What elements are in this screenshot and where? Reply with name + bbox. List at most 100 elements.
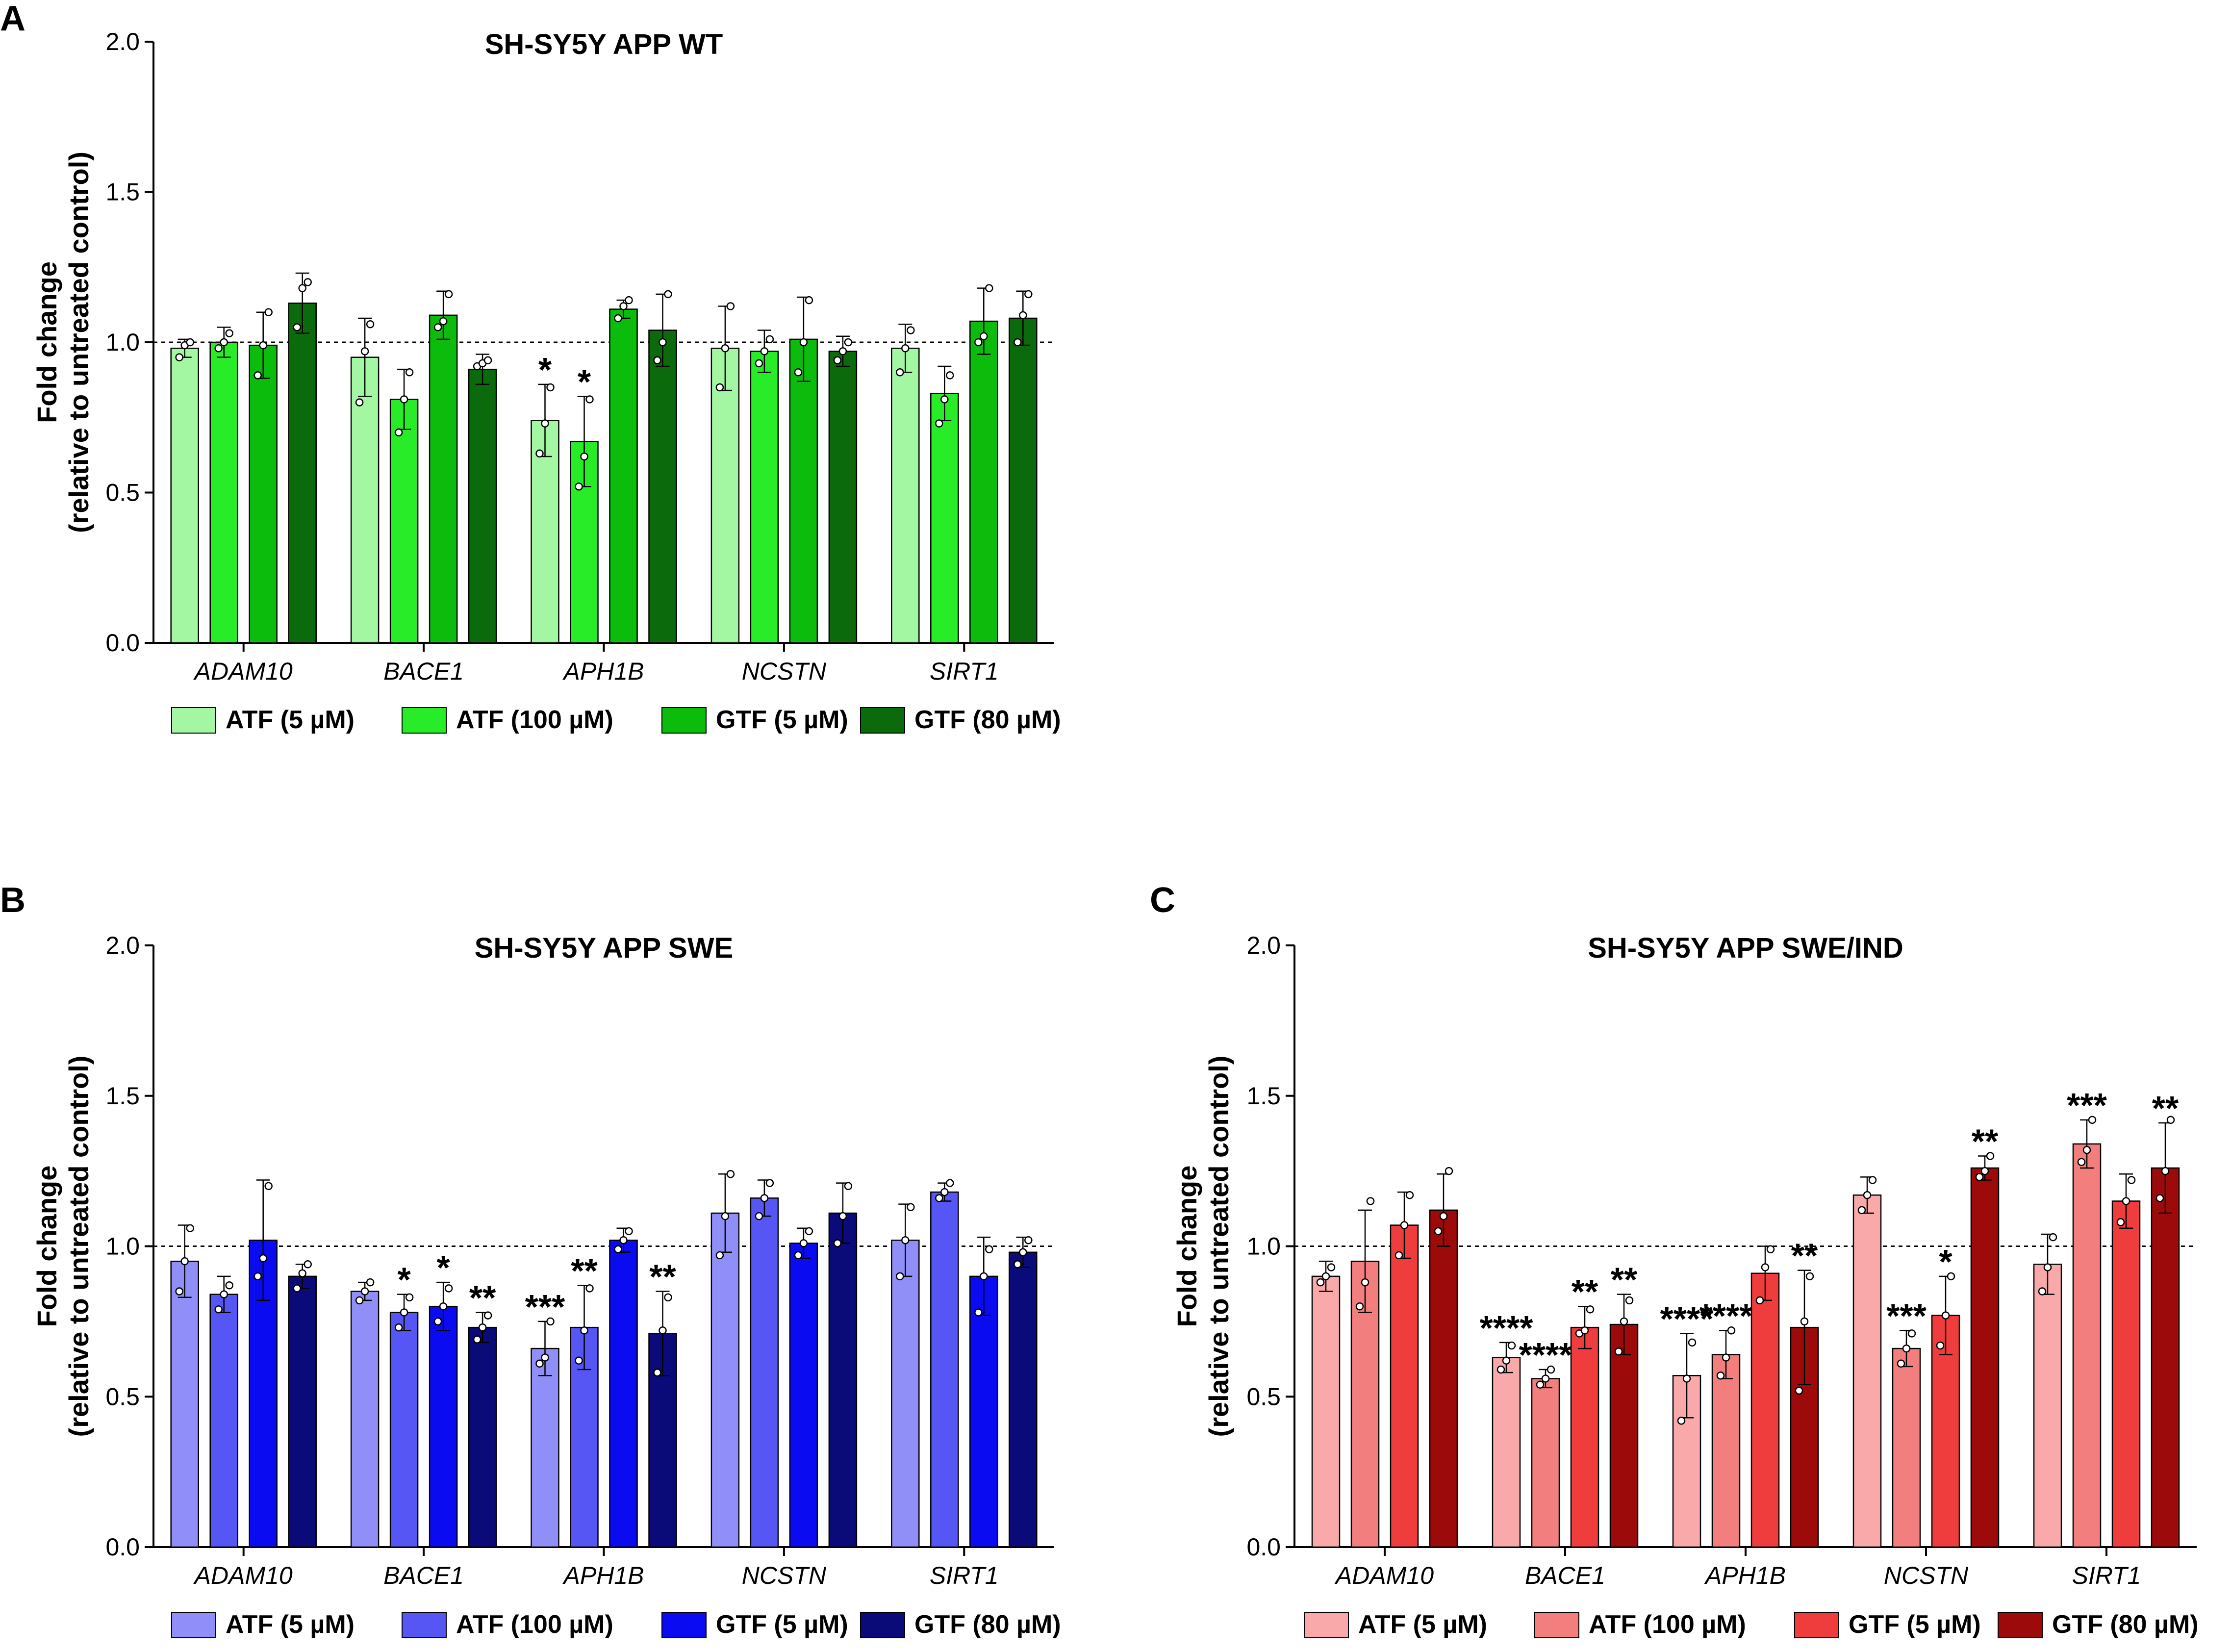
data-point: [254, 1272, 262, 1281]
bar: [1009, 1251, 1038, 1548]
data-point: [1907, 1329, 1916, 1338]
data-point: [1496, 1365, 1505, 1374]
data-point: [1394, 1251, 1403, 1260]
data-point: [1863, 1191, 1872, 1199]
data-point: [896, 1272, 904, 1281]
data-point: [225, 1281, 233, 1290]
significance-label: *: [436, 1248, 450, 1287]
legend-swatch: [171, 707, 216, 734]
panel-letter: A: [0, 0, 25, 38]
y-tick-label: 1.5: [105, 178, 140, 206]
bar: [531, 1347, 559, 1548]
data-point: [298, 1269, 306, 1277]
x-category-label: APH1B: [1704, 1562, 1786, 1589]
chart-title: SH-SY5Y APP WT: [485, 28, 723, 60]
data-point: [1755, 1296, 1764, 1305]
data-point: [838, 347, 847, 356]
bar: [350, 1291, 380, 1548]
data-point: [946, 1179, 954, 1187]
bar: [209, 1294, 238, 1548]
y-axis-label: Fold change: [31, 261, 62, 423]
bar: [389, 399, 419, 644]
bar: [1009, 317, 1038, 644]
data-point: [760, 347, 769, 356]
data-point: [293, 323, 301, 331]
data-point: [1941, 1311, 1950, 1320]
x-category-label: ADAM10: [1334, 1562, 1434, 1589]
data-point: [254, 371, 262, 380]
data-point: [394, 1323, 403, 1332]
data-point: [619, 1236, 628, 1245]
significance-label: **: [1791, 1237, 1818, 1275]
bar: [789, 1243, 818, 1548]
legend-swatch: [1998, 1612, 2043, 1638]
data-point: [844, 338, 853, 347]
data-point: [1620, 1317, 1628, 1326]
significance-label: **: [469, 1278, 496, 1317]
legend-label: GTF (5 µM): [1849, 1610, 1981, 1639]
data-point: [298, 284, 306, 292]
data-point: [2082, 1145, 2091, 1154]
legend-label: ATF (5 µM): [226, 1610, 355, 1639]
legend-label: ATF (100 µM): [1589, 1610, 1746, 1639]
data-point: [1727, 1326, 1736, 1335]
y-tick-label: 1.0: [105, 1233, 140, 1260]
bar: [350, 356, 380, 644]
bar: [1429, 1209, 1458, 1548]
data-point: [186, 1224, 194, 1232]
data-point: [940, 395, 949, 404]
data-point: [1975, 1173, 1984, 1181]
legend-swatch: [402, 1612, 447, 1638]
data-point: [1536, 1380, 1545, 1389]
data-point: [439, 1302, 448, 1311]
data-point: [400, 395, 408, 404]
data-point: [833, 1239, 842, 1247]
bar: [789, 338, 818, 644]
data-point: [366, 320, 375, 329]
bar: [2111, 1200, 2141, 1548]
chart-title: SH-SY5Y APP SWE: [475, 932, 734, 964]
data-point: [1400, 1221, 1409, 1229]
y-tick-label: 0.5: [105, 479, 140, 507]
data-point: [585, 1284, 594, 1293]
data-point: [483, 1311, 492, 1320]
x-category-label: NCSTN: [1884, 1562, 1969, 1589]
bar: [1390, 1224, 1419, 1548]
bar: [969, 1275, 998, 1548]
y-tick-label: 2.0: [105, 28, 140, 55]
legend-label: GTF (80 µM): [914, 1610, 1061, 1639]
data-point: [400, 1308, 408, 1317]
bar: [648, 330, 677, 644]
bar: [750, 351, 779, 644]
data-point: [214, 344, 223, 353]
significance-label: *: [578, 362, 591, 401]
bar: [750, 1197, 779, 1548]
bar: [570, 441, 599, 644]
x-category-label: SIRT1: [930, 658, 999, 685]
legend-label: GTF (5 µM): [716, 706, 848, 734]
data-point: [765, 335, 774, 344]
bar: [468, 1326, 497, 1548]
data-point: [580, 452, 588, 461]
data-point: [1434, 1227, 1443, 1236]
data-point: [541, 419, 549, 428]
data-point: [974, 338, 983, 347]
data-point: [664, 1293, 672, 1302]
significance-label: ****: [1480, 1309, 1534, 1347]
legend-swatch: [661, 1612, 707, 1638]
data-point: [1014, 338, 1022, 347]
legend-label: ATF (5 µM): [1358, 1610, 1487, 1639]
bar: [609, 1239, 638, 1548]
data-point: [985, 1245, 993, 1253]
chart-panel-a: A SH-SY5Y APP WT Fold change (relative to u…: [0, 0, 1061, 734]
y-tick-label: 0.0: [105, 629, 140, 657]
data-point: [901, 344, 910, 353]
data-point: [1800, 1317, 1809, 1326]
data-point: [935, 1194, 943, 1202]
data-point: [1321, 1272, 1330, 1281]
data-point: [535, 1359, 544, 1368]
y-tick-label: 0.5: [1246, 1383, 1281, 1410]
y-tick-label: 2.0: [1246, 932, 1281, 959]
data-point: [765, 1179, 774, 1187]
y-axis-label: (relative to untreated control): [1203, 1056, 1234, 1437]
